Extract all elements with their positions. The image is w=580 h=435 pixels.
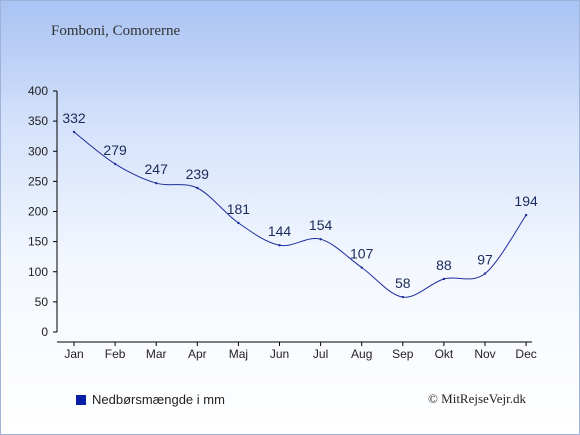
data-point: [155, 181, 158, 185]
y-tick-label: 400: [28, 84, 48, 98]
y-tick-label: 0: [41, 325, 48, 339]
data-label: 107: [350, 246, 374, 262]
data-label: 97: [477, 252, 493, 268]
legend-label: Nedbørsmængde i mm: [92, 392, 225, 407]
x-tick-label: Jun: [270, 347, 289, 361]
data-point: [113, 162, 117, 166]
legend-swatch: [76, 394, 86, 405]
y-tick-label: 150: [28, 235, 48, 249]
data-point: [196, 186, 199, 190]
y-tick-label: 350: [28, 114, 48, 128]
y-tick-label: 200: [28, 205, 48, 219]
x-tick-label: Sep: [392, 347, 414, 361]
x-tick-label: Feb: [105, 347, 126, 361]
data-point: [442, 277, 446, 281]
location-title: Fomboni, Comorerne: [51, 23, 181, 39]
data-label: 58: [395, 275, 411, 291]
precipitation-line: [73, 131, 527, 298]
x-tick-label: Mar: [146, 347, 167, 361]
data-label: 279: [103, 142, 127, 158]
legend: Nedbørsmængde i mm: [76, 392, 225, 407]
data-point: [319, 238, 322, 241]
x-tick-label: Maj: [229, 347, 248, 361]
data-point: [278, 244, 281, 247]
data-label: 144: [268, 223, 292, 239]
data-label: 194: [514, 193, 538, 209]
x-tick-label: Dec: [515, 347, 536, 361]
x-tick-label: Apr: [188, 347, 207, 361]
x-tick-label: Jul: [313, 347, 328, 361]
precipitation-chart: 0 50 100 150 200 250 300 350 400 Jan Feb Mar Apr Maj J…: [28, 84, 538, 361]
data-label: 88: [436, 257, 452, 273]
y-tick-label: 300: [28, 144, 48, 158]
x-tick-label: Okt: [435, 347, 454, 361]
data-label: 247: [145, 161, 169, 177]
x-tick-label: Jan: [64, 347, 83, 361]
data-point: [401, 295, 404, 299]
data-point: [360, 266, 363, 269]
data-label: 181: [227, 201, 251, 217]
y-tick-label: 50: [35, 295, 49, 309]
credit-text: © MitRejseVejr.dk: [428, 391, 526, 406]
x-tick-label: Aug: [351, 347, 372, 361]
y-tick-label: 100: [28, 265, 48, 279]
data-label: 154: [309, 217, 333, 233]
x-tick-label: Nov: [474, 347, 495, 361]
data-point: [524, 213, 528, 217]
data-point: [237, 221, 240, 225]
data-label: 332: [62, 110, 86, 126]
y-tick-label: 250: [28, 174, 48, 188]
data-point: [72, 130, 76, 134]
data-point: [483, 272, 487, 275]
data-label: 239: [186, 166, 210, 182]
